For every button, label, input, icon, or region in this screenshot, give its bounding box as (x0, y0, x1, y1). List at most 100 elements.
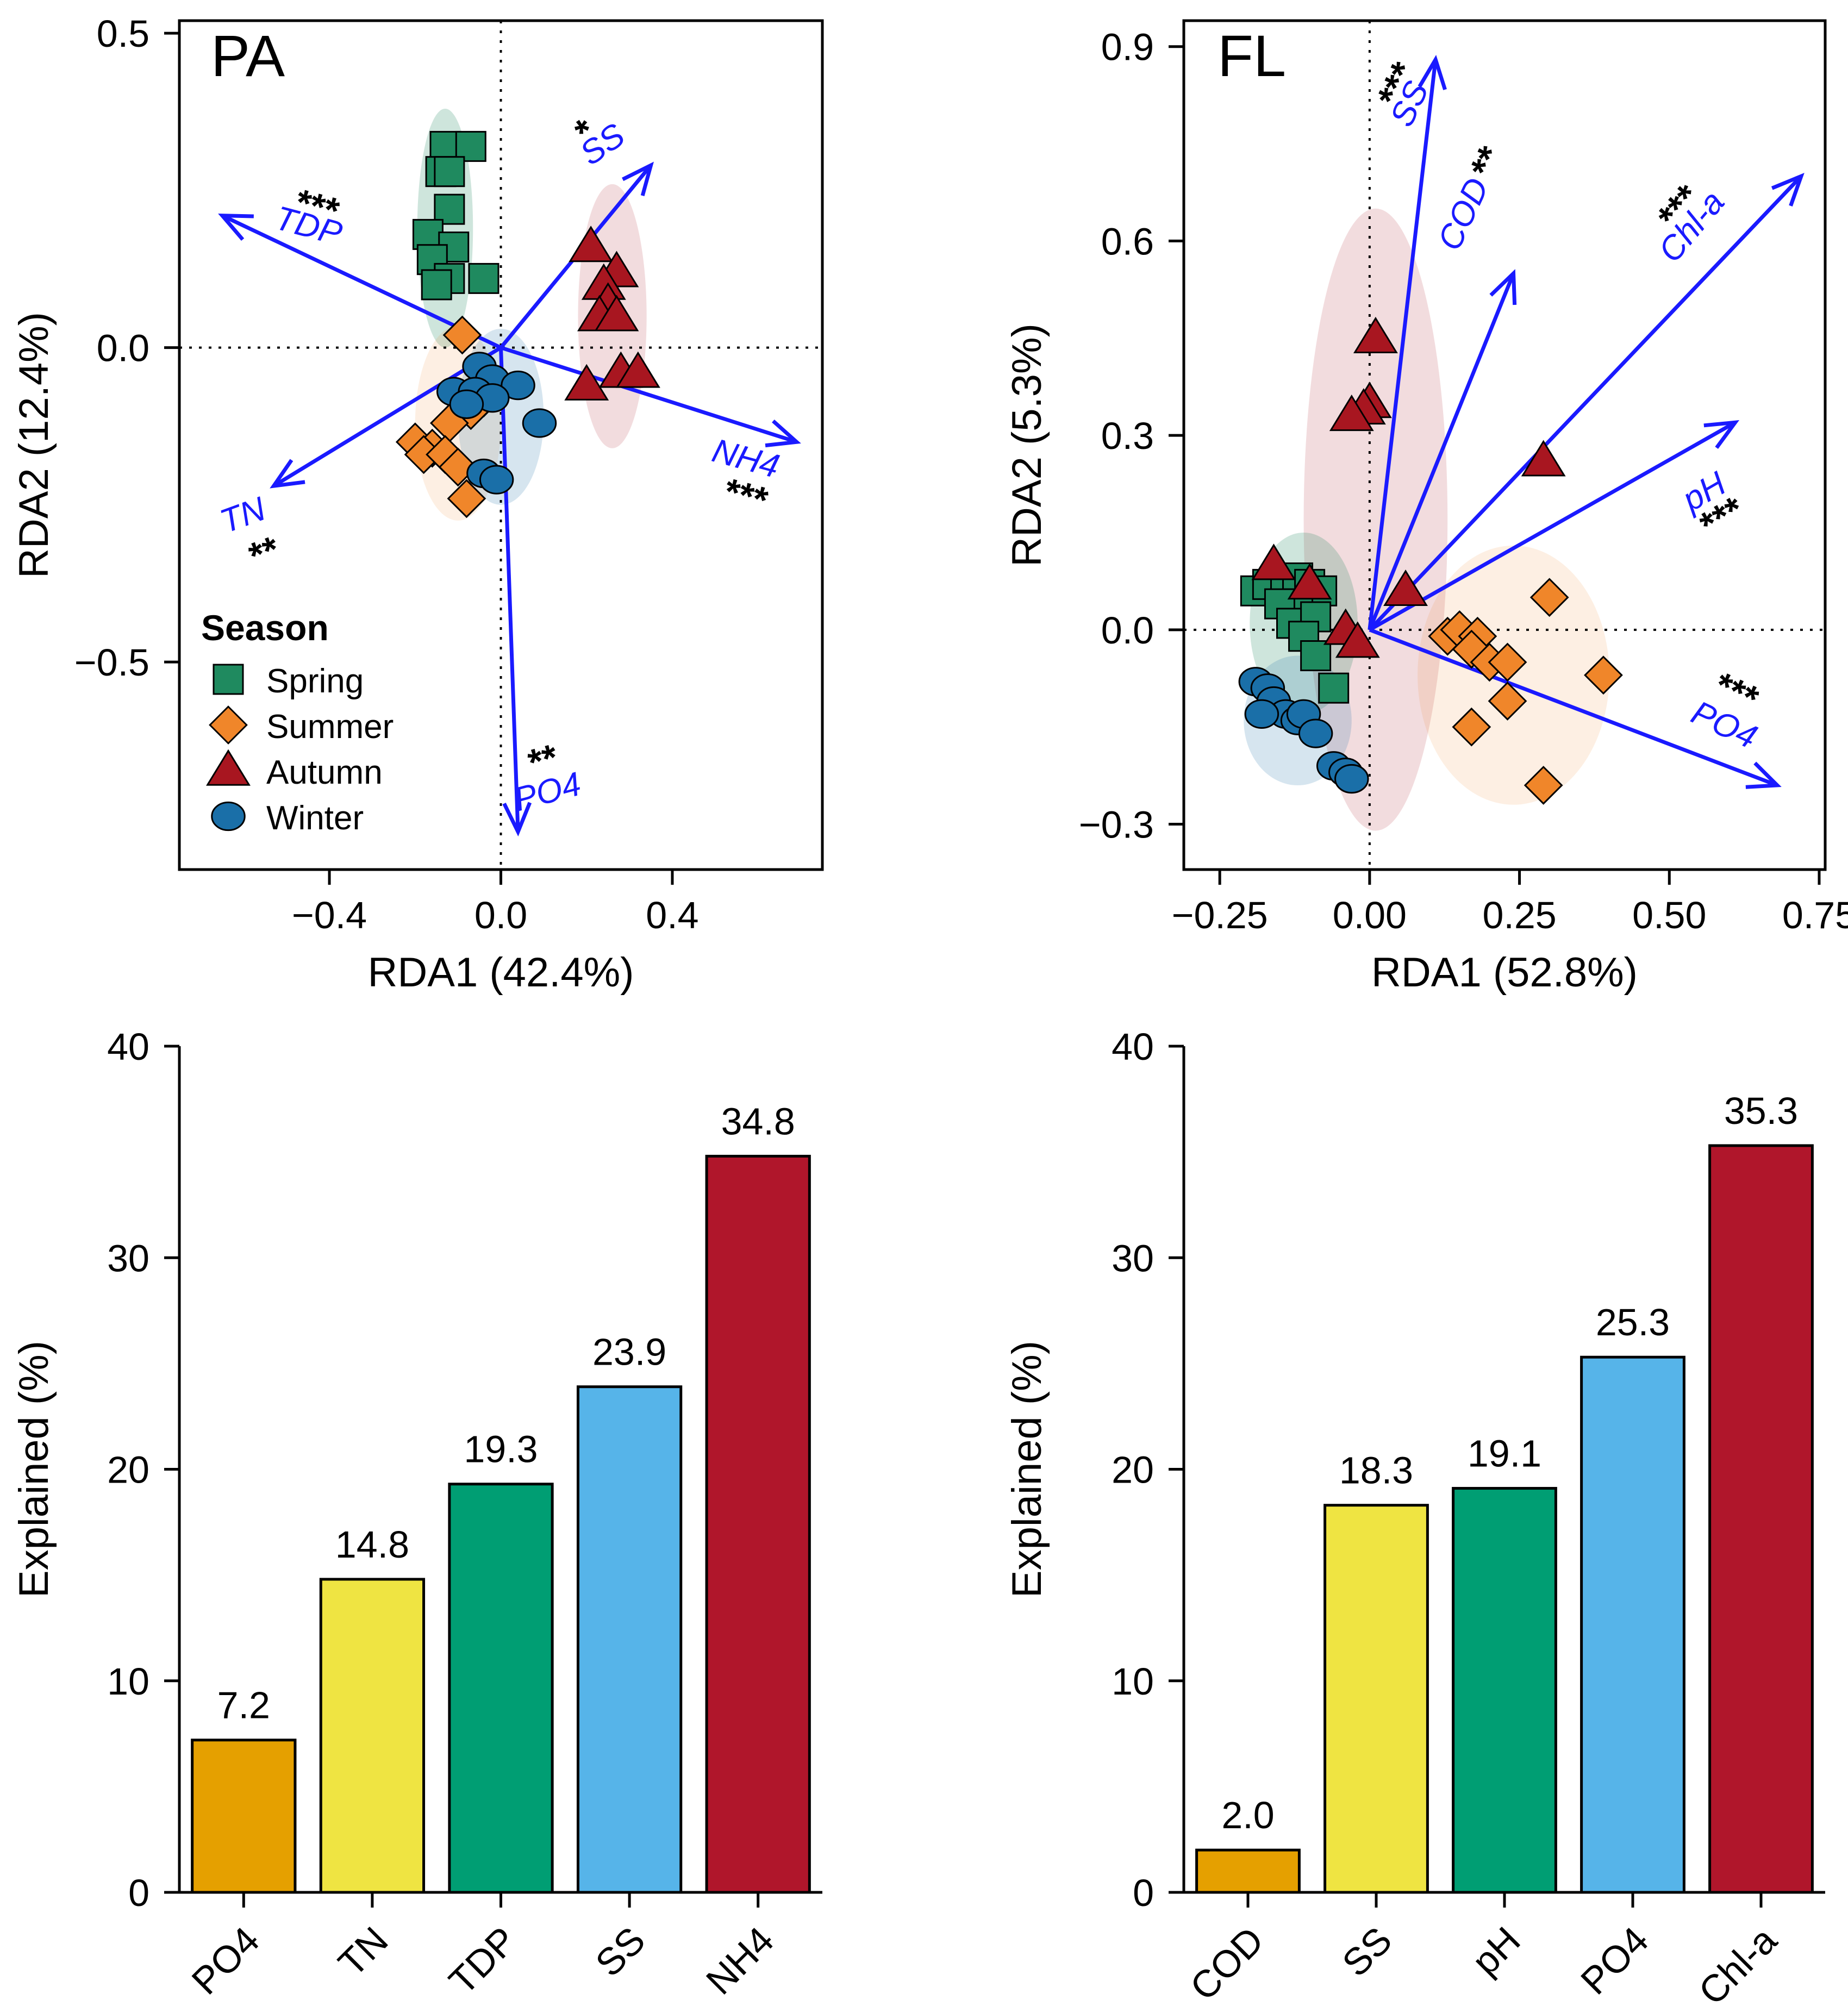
arrow-nh4-shaft (500, 346, 797, 444)
bar-value-label: 19.1 (1468, 1433, 1541, 1475)
point-summer (1584, 655, 1623, 695)
point-spring (1318, 672, 1350, 704)
fl-bar-panel: 0 10 20 30 40 2.0 COD 18.3 SS 19.1 pH 25.3 PO4 35.3 Ch… (1004, 1026, 1825, 2013)
arrow-cod-head (1489, 269, 1517, 305)
x-axis-label: RDA1 (42.4%) (368, 949, 634, 996)
fl-rda-panel: SS***COD**Chl-a***pH***PO4***FL−0.25 0.00… (1004, 19, 1848, 996)
x-tick-label: 0.4 (646, 894, 698, 936)
legend-label-summer: Summer (266, 708, 394, 746)
x-tick-label: Chl-a (1690, 1918, 1784, 2012)
y-tick-label: 0 (1133, 1872, 1154, 1914)
point-winter (1244, 699, 1279, 729)
point-summer (1488, 682, 1527, 721)
bar-ph (1452, 1487, 1557, 1894)
x-tick-label: COD (1182, 1919, 1272, 2009)
point-summer (447, 479, 486, 518)
point-summer (1452, 707, 1491, 747)
y-axis-label: RDA2 (12.4%) (11, 312, 57, 578)
arrow-nh4-head (765, 419, 801, 448)
point-spring (1300, 640, 1332, 672)
point-autumn (1353, 316, 1398, 354)
y-tick-label: 0.9 (1101, 26, 1154, 68)
legend-marker-autumn (206, 749, 251, 786)
pa-bar-panel: 0 10 20 30 40 7.2 PO4 14.8 TN 19.3 TDP 23.9 SS 34.8 NH… (11, 1026, 822, 2003)
x-axis-label: RDA1 (52.8%) (1371, 949, 1638, 996)
y-axis-label: RDA2 (5.3%) (1004, 323, 1050, 567)
point-summer (1524, 766, 1563, 805)
point-spring (468, 262, 500, 294)
point-spring (421, 269, 452, 301)
arrow-ph-shaft (1369, 421, 1737, 632)
legend-marker-winter (211, 801, 246, 832)
y-tick-label: 40 (107, 1026, 149, 1068)
arrow-ss-head (1418, 55, 1447, 90)
point-winter (501, 370, 535, 401)
x-tick-label: 0.25 (1482, 894, 1556, 936)
arrow-po4-head (1745, 761, 1782, 789)
point-autumn (1335, 621, 1380, 658)
x-tick-label: 0.0 (475, 894, 527, 936)
point-autumn (1383, 569, 1428, 607)
legend-title: Season (201, 608, 329, 648)
y-axis-label: Explained (%) (1004, 1341, 1050, 1598)
x-tick-label: 0.50 (1632, 894, 1706, 936)
bar-nh4 (705, 1154, 811, 1894)
legend-label-spring: Spring (266, 662, 364, 700)
point-autumn (1521, 440, 1566, 477)
point-autumn (569, 226, 614, 262)
y-tick-label: 40 (1112, 1026, 1154, 1068)
bar-ss (1323, 1504, 1429, 1894)
arrow-tn-significance: ** (244, 528, 285, 577)
arrow-chl-a-head (1771, 172, 1805, 207)
plot-frame (1182, 19, 1827, 871)
x-tick-label: pH (1464, 1919, 1528, 1983)
point-autumn (594, 295, 639, 332)
bar-tn (319, 1578, 426, 1894)
bar-value-label: 19.3 (464, 1428, 538, 1471)
arrow-cod-shaft (1368, 272, 1515, 631)
panel-title: PA (211, 23, 285, 89)
point-summer (1529, 578, 1569, 617)
y-tick-label: −0.3 (1079, 804, 1154, 846)
point-summer (1488, 642, 1527, 682)
arrow-po4-head (502, 802, 532, 837)
pa-rda-panel: SS*TDP***NH4***TN**PO4**PA−0.4 0.0 0.4−0.5… (11, 12, 824, 996)
legend-label-autumn: Autumn (266, 754, 383, 791)
bar-value-label: 7.2 (217, 1684, 270, 1727)
x-tick-label: SS (1334, 1919, 1400, 1985)
arrow-ss-shaft (1368, 59, 1438, 630)
y-axis-label: Explained (%) (11, 1341, 57, 1598)
arrow-ph-head (1703, 420, 1740, 449)
point-autumn (564, 364, 609, 401)
arrow-cod-label: COD (1431, 172, 1496, 256)
x-tick-label: 0.00 (1333, 894, 1407, 936)
x-tick-label: PO4 (1572, 1919, 1656, 2003)
x-tick-label: NH4 (698, 1919, 782, 2003)
x-tick-label: −0.25 (1172, 894, 1268, 936)
x-tick-label: PO4 (184, 1919, 267, 2003)
point-autumn (615, 351, 660, 388)
bar-po4 (191, 1739, 297, 1894)
bar-ss (576, 1385, 683, 1894)
point-autumn (1287, 563, 1332, 600)
bar-po4 (1580, 1355, 1685, 1894)
point-winter (449, 389, 484, 419)
point-winter (479, 465, 514, 495)
arrow-ss-head (622, 161, 654, 196)
legend-label-winter: Winter (266, 799, 364, 837)
y-tick-label: 0.3 (1101, 415, 1154, 457)
panel-title: FL (1218, 23, 1286, 89)
x-tick-label: 0.75 (1782, 894, 1848, 936)
y-tick-label: 30 (1112, 1237, 1154, 1279)
point-winter (1298, 718, 1333, 748)
point-autumn (1251, 543, 1296, 580)
point-winter (1334, 764, 1369, 794)
point-summer (442, 315, 482, 355)
bar-value-label: 18.3 (1339, 1449, 1413, 1492)
y-tick-label: 0.0 (1101, 609, 1154, 652)
point-autumn (1329, 395, 1374, 432)
point-winter (522, 408, 557, 438)
y-tick-label: 0.5 (97, 12, 149, 55)
y-tick-label: −0.5 (74, 641, 149, 684)
